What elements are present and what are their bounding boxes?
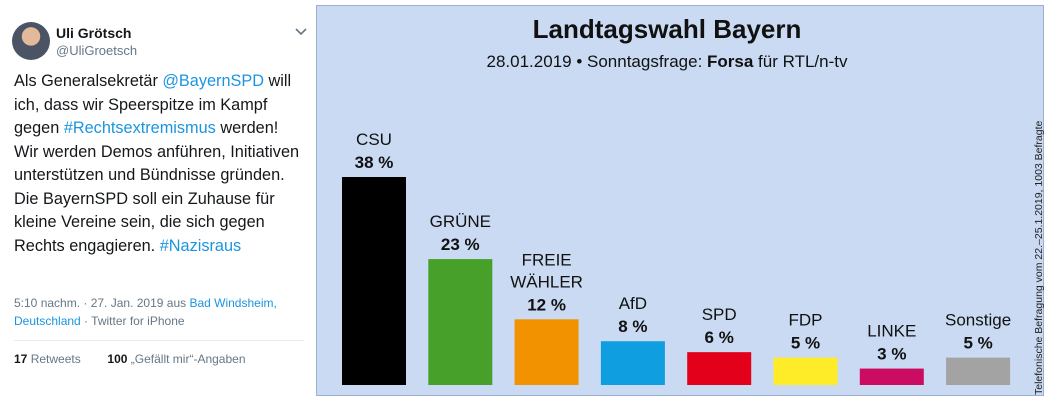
bar-csu (342, 177, 406, 385)
tweet-text-part: Als Generalsekretär (14, 72, 163, 90)
category-label-afd: AfD (619, 294, 647, 313)
category-label-freie-wahler: FREIE (522, 250, 572, 269)
chevron-down-icon[interactable] (294, 24, 308, 38)
category-label-freie-wahler: WÄHLER (510, 272, 583, 291)
bar-freie-wahler (514, 319, 579, 385)
retweets-label[interactable]: Retweets (30, 352, 81, 366)
bar-linke (859, 368, 924, 385)
mention-link[interactable]: @BayernSPD (162, 72, 264, 90)
category-label-csu: CSU (356, 130, 392, 149)
category-label-linke: LINKE (867, 322, 916, 341)
poll-chart: Landtagswahl Bayern 28.01.2019 • Sonntag… (316, 5, 1045, 396)
category-label-spd: SPD (702, 305, 737, 324)
value-label-fdp: 5 % (791, 334, 820, 353)
hashtag-link[interactable]: #Rechtsextremismus (63, 119, 216, 137)
survey-note: Telefonische Befragung vom 22.–25.1.2019… (1033, 120, 1045, 395)
retweets-count[interactable]: 17 (14, 352, 28, 366)
subtitle-prefix: 28.01.2019 • Sonntagsfrage: (486, 52, 708, 71)
bar-fdp (773, 357, 838, 385)
bar-grune (428, 259, 493, 385)
category-label-grune: GRÜNE (430, 212, 491, 231)
chart-subtitle: 28.01.2019 • Sonntagsfrage: Forsa für RT… (317, 52, 1017, 72)
bar-plot: 38 % CSU 23 % GRÜNE 12 % FREIE WÄHLER 8 % AfD 6 %… (342, 130, 1011, 385)
subtitle-institute: Forsa (707, 52, 754, 71)
tweet-card: Uli Grötsch @UliGroetsch Als Generalsekr… (0, 0, 310, 403)
likes-count[interactable]: 100 (107, 352, 128, 366)
tweet-time[interactable]: 5:10 nachm. · 27. Jan. 2019 aus (14, 296, 190, 310)
avatar[interactable] (12, 22, 50, 60)
divider (14, 340, 304, 341)
bar-sonstige (946, 357, 1011, 385)
value-label-csu: 38 % (355, 153, 394, 172)
hashtag-link[interactable]: #Nazisraus (159, 236, 242, 255)
value-label-freie-wahler: 12 % (527, 295, 566, 314)
author-handle[interactable]: @UliGroetsch (56, 43, 138, 58)
tweet-meta: 5:10 nachm. · 27. Jan. 2019 aus Bad Wind… (14, 294, 306, 330)
tweet-text-part: werden! Wir werden Demos anführen, Initi… (14, 119, 300, 255)
bar-afd (600, 341, 665, 385)
location-link[interactable]: Bad Windsheim, Deutschland (14, 296, 277, 328)
value-label-grune: 23 % (441, 235, 480, 254)
value-label-sonstige: 5 % (963, 334, 992, 353)
value-label-linke: 3 % (877, 345, 906, 364)
likes-label[interactable]: „Gefällt mir“-Angaben (130, 352, 246, 366)
value-label-afd: 8 % (618, 317, 647, 336)
bar-spd (687, 352, 752, 385)
tweet-text-part: will ich, dass wir Speerspitze im Kampf … (14, 72, 292, 137)
chart-title: Landtagswahl Bayern (532, 14, 802, 44)
subtitle-suffix: für RTL/n-tv (753, 52, 848, 71)
tweet-stats: 17 Retweets 100 „Gefällt mir“-Angaben (14, 352, 246, 366)
author-name[interactable]: Uli Grötsch (56, 25, 132, 41)
category-label-sonstige: Sonstige (945, 311, 1011, 330)
category-label-fdp: FDP (789, 311, 823, 330)
tweet-source: · Twitter for iPhone (80, 314, 185, 328)
value-label-spd: 6 % (705, 328, 734, 347)
tweet-text: Als Generalsekretär @BayernSPD will ich,… (14, 70, 306, 258)
